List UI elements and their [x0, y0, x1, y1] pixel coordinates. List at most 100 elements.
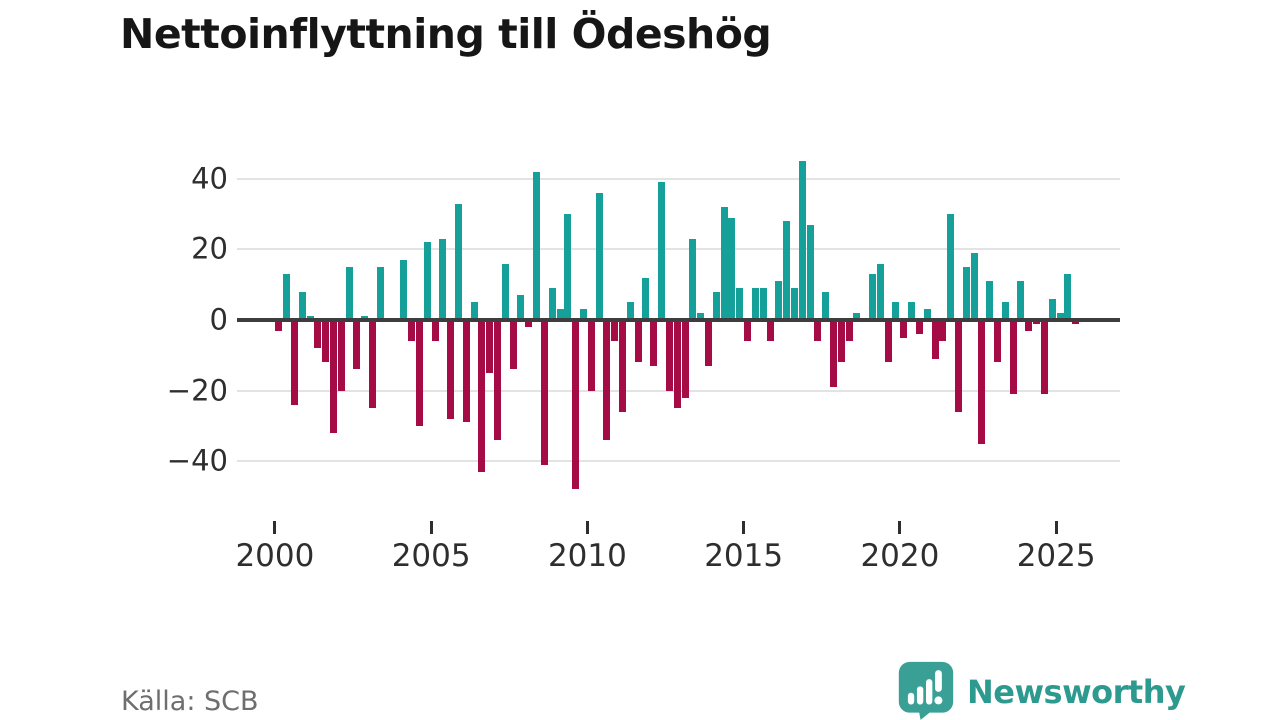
- x-axis-label: 2010: [547, 538, 627, 574]
- x-axis-tick: [742, 521, 746, 534]
- bar: [462, 320, 470, 423]
- bar: [798, 161, 806, 320]
- bar: [970, 252, 978, 320]
- bar: [822, 291, 830, 320]
- bar: [697, 312, 705, 320]
- bar: [869, 274, 877, 320]
- bar: [876, 263, 884, 320]
- bar: [900, 320, 908, 338]
- bar: [548, 288, 556, 320]
- bar: [908, 302, 916, 320]
- bar: [619, 320, 627, 412]
- x-axis-tick: [585, 521, 589, 534]
- bar: [853, 312, 861, 320]
- bar: [478, 320, 486, 472]
- bar: [423, 242, 431, 320]
- bar: [931, 320, 939, 359]
- bar: [579, 309, 587, 320]
- bar: [986, 281, 994, 320]
- x-axis-label: 2025: [1016, 538, 1096, 574]
- bar: [947, 214, 955, 320]
- bar: [751, 288, 759, 320]
- bar: [978, 320, 986, 444]
- bar: [642, 277, 650, 320]
- bar: [1025, 320, 1033, 331]
- x-axis-label: 2020: [860, 538, 940, 574]
- x-axis-label: 2000: [235, 538, 315, 574]
- bar: [564, 214, 572, 320]
- bar: [283, 274, 291, 320]
- gridline: [237, 460, 1120, 463]
- bar: [720, 207, 728, 320]
- y-axis-label: 0: [209, 302, 228, 337]
- bar: [329, 320, 337, 433]
- y-axis-label: 40: [191, 161, 228, 196]
- x-axis-label: 2005: [391, 538, 471, 574]
- bar: [923, 309, 931, 320]
- x-axis-label: 2015: [704, 538, 784, 574]
- source-note: Källa: SCB: [121, 686, 259, 717]
- bar-chart-speech-bubble-icon: [897, 660, 955, 720]
- bar: [806, 224, 814, 320]
- bar: [962, 267, 970, 320]
- bar: [486, 320, 494, 373]
- bar: [728, 217, 736, 320]
- bar: [814, 320, 822, 342]
- bar: [1033, 320, 1041, 324]
- bar: [595, 192, 603, 320]
- bar: [353, 320, 361, 370]
- bar: [892, 302, 900, 320]
- bar: [634, 320, 642, 363]
- bar: [611, 320, 619, 342]
- bar: [408, 320, 416, 342]
- bar: [704, 320, 712, 366]
- bar: [517, 295, 525, 320]
- bar: [290, 320, 298, 405]
- bar: [736, 288, 744, 320]
- bar: [1001, 302, 1009, 320]
- bar: [314, 320, 322, 349]
- bar: [1040, 320, 1048, 395]
- gridline: [237, 248, 1120, 251]
- bar: [1017, 281, 1025, 320]
- bar: [767, 320, 775, 342]
- gridline: [237, 177, 1120, 180]
- bar: [1056, 312, 1064, 320]
- bar: [603, 320, 611, 440]
- bar: [1072, 320, 1080, 324]
- bar: [954, 320, 962, 412]
- chart-title: Nettoinflyttning till Ödeshög: [120, 10, 772, 58]
- x-axis-tick: [898, 521, 902, 534]
- bar: [658, 182, 666, 320]
- bar: [431, 320, 439, 342]
- y-axis-label: −20: [166, 372, 228, 407]
- bar: [587, 320, 595, 391]
- bar: [470, 302, 478, 320]
- bar: [369, 320, 377, 409]
- bar: [454, 203, 462, 320]
- bar: [673, 320, 681, 409]
- bar: [837, 320, 845, 363]
- bar: [884, 320, 892, 363]
- bar: [829, 320, 837, 388]
- bar: [400, 260, 408, 320]
- bar: [1048, 298, 1056, 320]
- bar: [501, 263, 509, 320]
- bar: [298, 291, 306, 320]
- bar: [494, 320, 502, 440]
- bar: [337, 320, 345, 391]
- y-axis-label: −40: [166, 443, 228, 478]
- bar: [626, 302, 634, 320]
- bar: [415, 320, 423, 426]
- bar: [681, 320, 689, 398]
- newsworthy-logo: Newsworthy: [897, 660, 1186, 720]
- bar: [689, 238, 697, 320]
- x-axis-line: [237, 318, 1120, 322]
- x-axis-tick: [1054, 521, 1058, 534]
- bar: [744, 320, 752, 342]
- bar: [556, 309, 564, 320]
- bar: [994, 320, 1002, 363]
- bar: [1009, 320, 1017, 395]
- bar: [712, 291, 720, 320]
